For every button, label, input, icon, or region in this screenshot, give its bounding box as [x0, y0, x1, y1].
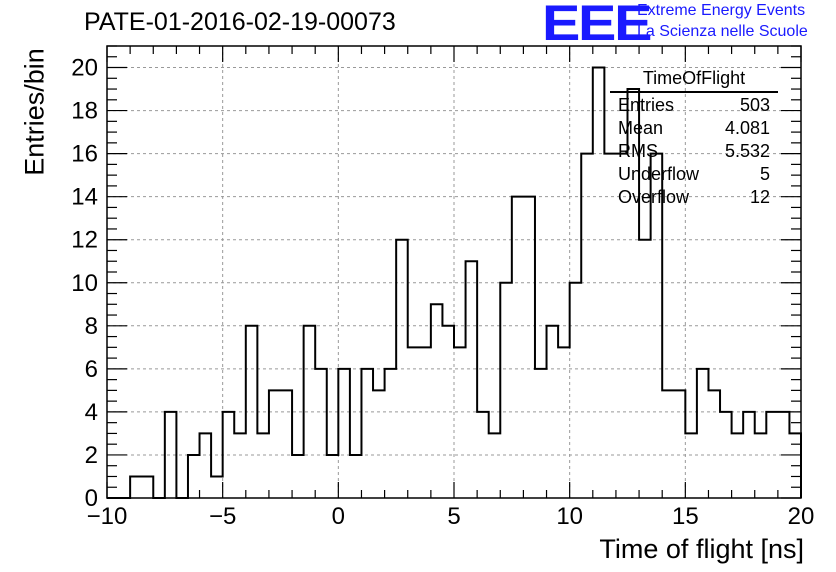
x-tick-label: 0 [332, 503, 345, 530]
x-tick-label: 5 [447, 503, 460, 530]
y-tick-label: 8 [85, 313, 98, 340]
logo-line-2: La Scienza nelle Scuole [637, 23, 808, 40]
eee-logo: EEE [542, 0, 652, 51]
stats-row-underflow: Underflow 5 [610, 163, 778, 186]
stats-row-entries: Entries 503 [610, 94, 778, 117]
plot-frame [106, 45, 802, 499]
x-tick-label: −5 [209, 503, 236, 530]
y-tick-label: 4 [85, 399, 98, 426]
chart-title: PATE-01-2016-02-19-00073 [84, 8, 396, 36]
stats-row-mean: Mean 4.081 [610, 117, 778, 140]
y-axis-label: Entries/bin [19, 48, 50, 176]
axis-ticks [106, 45, 802, 499]
y-tick-label: 2 [85, 442, 98, 469]
stats-row-overflow: Overflow 12 [610, 186, 778, 209]
y-tick-label: 16 [71, 141, 98, 168]
stats-label: RMS [618, 141, 658, 161]
y-tick-label: 18 [71, 98, 98, 125]
y-tick-label: 0 [85, 485, 98, 512]
stats-value: 4.081 [724, 118, 770, 138]
y-tick-label: 12 [71, 227, 98, 254]
stats-label: Overflow [618, 187, 690, 207]
stats-label: Mean [618, 118, 664, 138]
x-axis-label: Time of flight [ns] [599, 534, 804, 564]
stats-box-name: TimeOfFlight [610, 68, 778, 93]
y-tick-label: 20 [71, 55, 98, 82]
x-tick-label: −10 [87, 503, 128, 530]
stats-box: TimeOfFlight Entries 503 Mean 4.081 RMS … [610, 68, 778, 209]
x-tick-label: 20 [788, 503, 815, 530]
y-tick-label: 10 [71, 270, 98, 297]
stats-label: Underflow [618, 164, 700, 184]
logo-line-1: Extreme Energy Events [637, 2, 806, 19]
tick-labels: −10 −5 0 5 10 15 20 0 2 4 6 8 10 12 14 16 18 20 [71, 55, 814, 530]
stats-value: 503 [739, 95, 770, 115]
stats-value: 12 [749, 187, 770, 207]
x-tick-label: 10 [556, 503, 583, 530]
stats-label: Entries [618, 95, 675, 115]
x-tick-label: 15 [672, 503, 699, 530]
stats-value: 5.532 [724, 141, 770, 161]
stats-value: 5 [759, 164, 770, 184]
y-tick-label: 6 [85, 356, 98, 383]
y-tick-label: 14 [71, 184, 98, 211]
stats-row-rms: RMS 5.532 [610, 140, 778, 163]
histogram-series [107, 66, 802, 499]
